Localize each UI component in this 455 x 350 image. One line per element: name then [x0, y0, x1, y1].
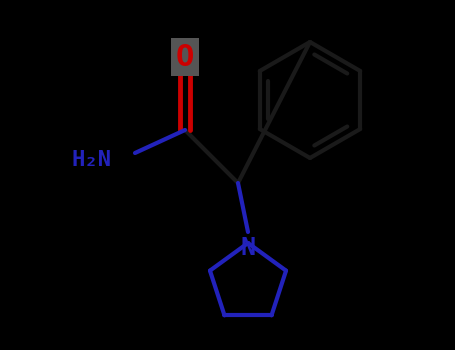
Text: O: O	[176, 42, 194, 71]
Text: H₂N: H₂N	[72, 150, 112, 170]
Text: N: N	[241, 236, 256, 260]
